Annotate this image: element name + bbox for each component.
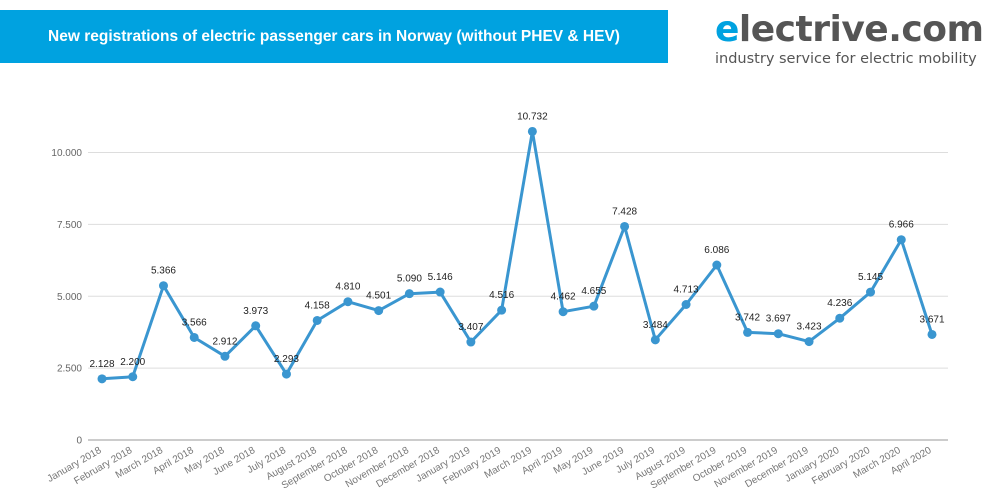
y-tick-label: 5.000 [57, 292, 82, 303]
data-label: 5.146 [428, 272, 453, 283]
data-labels: 2.128 2.200 5.366 3.566 2.912 3.973 2.293 4.158… [89, 111, 944, 369]
data-label: 2.912 [212, 336, 237, 347]
data-point [435, 287, 445, 297]
y-axis-ticks: 0 2.500 5.000 7.500 10.000 [51, 148, 82, 447]
data-label: 3.566 [182, 317, 207, 328]
data-point [558, 307, 568, 317]
data-point [189, 332, 199, 342]
data-label: 4.655 [581, 286, 606, 297]
data-point [343, 297, 353, 307]
data-point [804, 337, 814, 347]
data-point [312, 315, 322, 325]
logo-tagline: industry service for electric mobility [715, 51, 977, 67]
data-point [835, 313, 845, 323]
data-label: 4.713 [674, 285, 699, 296]
data-label: 3.407 [458, 322, 483, 333]
chart-series [97, 126, 937, 384]
data-point [620, 221, 630, 231]
data-label: 2.293 [274, 354, 299, 365]
data-point [773, 329, 783, 339]
data-point [158, 281, 168, 291]
data-label: 6.086 [704, 245, 729, 256]
data-label: 4.501 [366, 291, 391, 302]
data-point [251, 321, 261, 331]
data-label: 3.423 [797, 322, 822, 333]
data-label: 3.742 [735, 312, 760, 323]
data-label: 4.158 [305, 300, 330, 311]
data-point [404, 289, 414, 299]
data-label: 5.145 [858, 272, 883, 283]
data-label: 2.128 [89, 359, 114, 370]
data-label: 10.732 [517, 111, 548, 122]
chart-title: New registrations of electric passenger … [48, 27, 620, 45]
data-label: 3.671 [919, 314, 944, 325]
y-tick-label: 2.500 [57, 364, 82, 375]
data-point [220, 351, 230, 361]
data-label: 7.428 [612, 206, 637, 217]
data-label: 5.366 [151, 266, 176, 277]
y-tick-label: 10.000 [51, 148, 82, 159]
data-point [128, 372, 138, 382]
logo-wordmark: electrive.com [715, 10, 985, 50]
data-label: 3.973 [243, 306, 268, 317]
title-bar: New registrations of electric passenger … [0, 10, 668, 63]
data-point [866, 287, 876, 297]
data-point [374, 306, 384, 316]
y-tick-label: 0 [76, 436, 82, 447]
data-point [589, 301, 599, 311]
data-point [97, 374, 107, 384]
data-label: 4.236 [827, 298, 852, 309]
data-label: 5.090 [397, 274, 422, 285]
y-tick-label: 7.500 [57, 220, 82, 231]
logo-rest: lectrive.com [738, 9, 984, 50]
data-point [896, 235, 906, 245]
chart-grid [88, 152, 948, 441]
logo-first-letter: e [715, 9, 739, 50]
data-point [681, 300, 691, 310]
electrive-logo: electrive.com industry service for elect… [715, 10, 985, 70]
data-point [281, 369, 291, 379]
data-point [927, 329, 937, 339]
data-label: 3.484 [643, 320, 668, 331]
data-point [743, 327, 753, 337]
data-point [466, 337, 476, 347]
data-point [497, 305, 507, 315]
data-point [527, 126, 537, 136]
data-label: 4.516 [489, 290, 514, 301]
data-label: 6.966 [889, 220, 914, 231]
data-label: 3.697 [766, 314, 791, 325]
series-line [101, 130, 934, 381]
data-label: 2.200 [120, 357, 145, 368]
data-point [650, 335, 660, 345]
data-point [712, 260, 722, 270]
data-label: 4.810 [335, 282, 360, 293]
data-label: 4.462 [551, 292, 576, 303]
